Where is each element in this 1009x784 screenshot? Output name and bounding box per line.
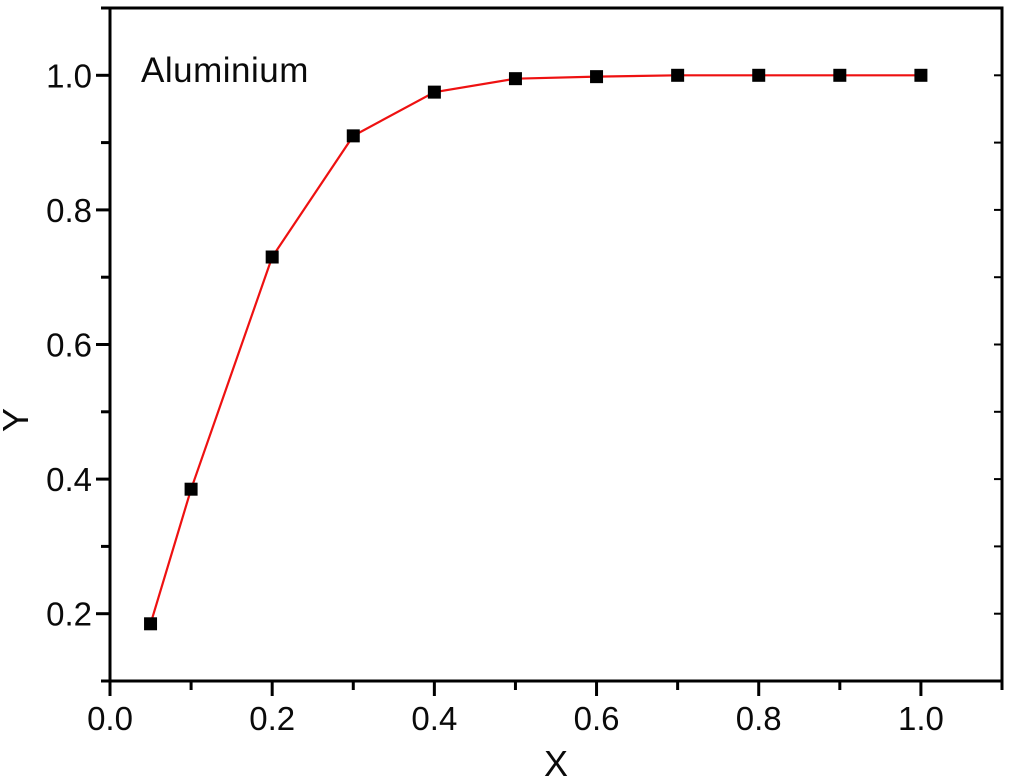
data-point-marker [346, 129, 360, 143]
y-tick-label: 0.8 [46, 192, 92, 229]
y-axis-title: Y [0, 378, 36, 462]
y-tick-label: 0.2 [46, 596, 92, 633]
y-tick-label: 0.6 [46, 327, 92, 364]
x-axis-title: X [543, 743, 568, 784]
x-tick-label: 0.2 [249, 700, 295, 737]
data-point-marker [144, 617, 158, 631]
data-point-marker [914, 68, 928, 82]
data-point-marker [833, 68, 847, 82]
x-tick-label: 0.4 [411, 700, 457, 737]
data-point-marker [508, 72, 522, 86]
plot-frame [108, 6, 1004, 683]
x-tick-label: 1.0 [898, 700, 944, 737]
data-point-marker [671, 68, 685, 82]
y-tick-label: 1.0 [46, 57, 92, 94]
x-tick-label: 0.0 [87, 700, 133, 737]
chart-annotation: Aluminium [141, 51, 309, 90]
data-point-marker [184, 482, 198, 496]
x-tick-label: 0.8 [736, 700, 782, 737]
x-tick-label: 0.6 [574, 700, 620, 737]
data-point-marker [265, 250, 279, 264]
data-point-marker [427, 85, 441, 99]
y-tick-label: 0.4 [46, 461, 92, 498]
data-point-marker [590, 70, 604, 84]
data-point-marker [752, 68, 766, 82]
